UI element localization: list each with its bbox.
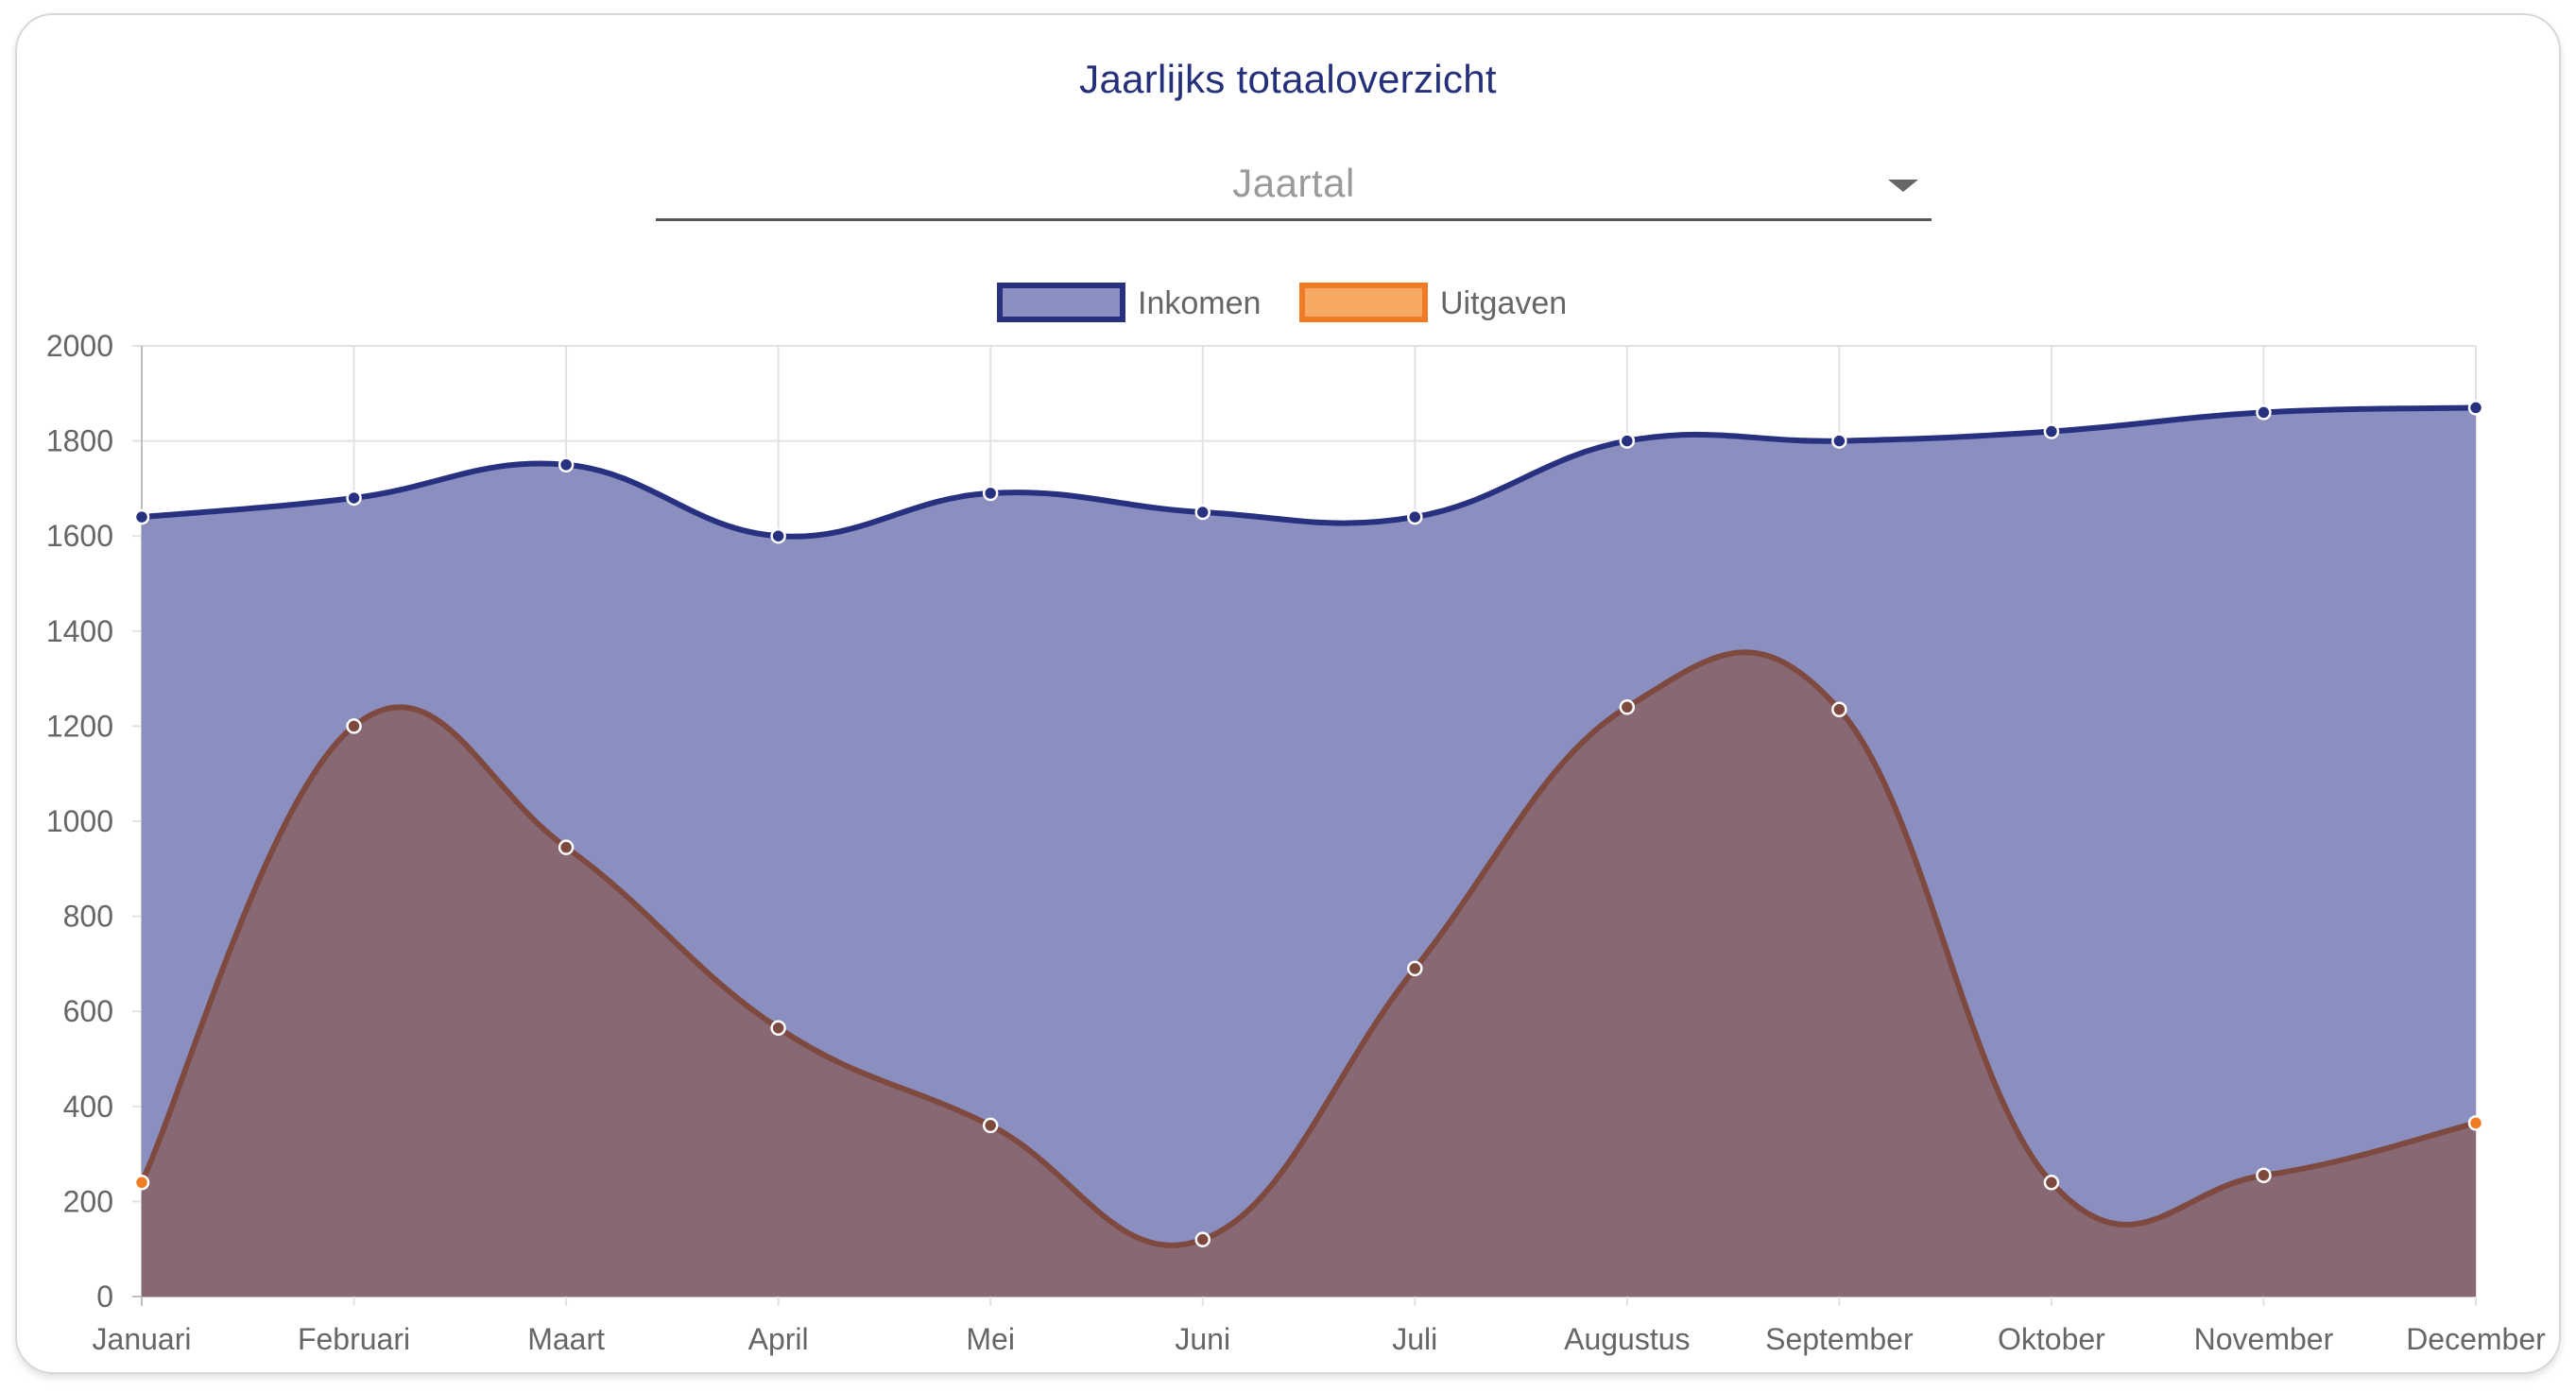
chart-areas xyxy=(142,407,2476,1297)
point-uitgaven[interactable] xyxy=(1407,960,1423,977)
y-tick-label: 1600 xyxy=(46,519,113,553)
point-uitgaven[interactable] xyxy=(558,839,575,855)
point-uitgaven[interactable] xyxy=(2467,1115,2484,1131)
x-tick-label: April xyxy=(748,1322,809,1356)
point-inkomen[interactable] xyxy=(2043,423,2060,439)
dropdown-arrow-icon[interactable] xyxy=(1888,180,1918,192)
x-tick-label: December xyxy=(2406,1322,2546,1356)
chart-legend: Inkomen Uitgaven xyxy=(997,283,1567,322)
y-tick-label: 1200 xyxy=(46,709,113,743)
chart-points xyxy=(133,400,2484,1247)
point-uitgaven[interactable] xyxy=(346,718,362,734)
y-tick-label: 1000 xyxy=(46,804,113,838)
year-select[interactable]: Jaartal xyxy=(656,147,1932,221)
point-uitgaven[interactable] xyxy=(1831,701,1847,718)
point-inkomen[interactable] xyxy=(346,490,362,507)
year-select-placeholder: Jaartal xyxy=(1232,161,1355,205)
y-tick-label: 2000 xyxy=(46,329,113,363)
y-tick-label: 0 xyxy=(96,1280,113,1314)
point-inkomen[interactable] xyxy=(1194,504,1211,521)
x-tick-label: Augustus xyxy=(1564,1322,1690,1356)
legend-label-uitgaven[interactable]: Uitgaven xyxy=(1440,285,1567,321)
x-tick-label: Februari xyxy=(298,1322,410,1356)
x-tick-label: Mei xyxy=(966,1322,1015,1356)
point-uitgaven[interactable] xyxy=(1619,699,1636,715)
point-inkomen[interactable] xyxy=(1831,433,1847,449)
legend-swatch-inkomen[interactable] xyxy=(997,283,1125,322)
y-tick-label: 1400 xyxy=(46,614,113,648)
point-uitgaven[interactable] xyxy=(133,1175,150,1191)
x-tick-label: November xyxy=(2194,1322,2334,1356)
chart-axes: 0 200 400 600 800 1000 1200 1400 1600 1800 2000 Jan… xyxy=(46,329,2546,1356)
point-inkomen[interactable] xyxy=(2467,400,2484,416)
x-tick-label: Januari xyxy=(93,1322,192,1356)
y-tick-label: 200 xyxy=(63,1184,113,1218)
line-inkomen xyxy=(141,404,2477,540)
x-tick-label: Juni xyxy=(1175,1322,1230,1356)
point-uitgaven[interactable] xyxy=(2256,1167,2272,1183)
card-title: Jaarlijks totaaloverzicht xyxy=(1079,57,1497,101)
x-tick-label: Juli xyxy=(1392,1322,1437,1356)
point-uitgaven[interactable] xyxy=(770,1020,786,1037)
point-uitgaven[interactable] xyxy=(2043,1175,2060,1191)
x-tick-label: Oktober xyxy=(1998,1322,2105,1356)
point-inkomen[interactable] xyxy=(558,456,575,473)
point-inkomen[interactable] xyxy=(770,527,786,544)
point-inkomen[interactable] xyxy=(2256,404,2272,421)
y-tick-label: 600 xyxy=(63,994,113,1028)
legend-label-inkomen[interactable]: Inkomen xyxy=(1138,285,1261,321)
legend-swatch-uitgaven[interactable] xyxy=(1299,283,1428,322)
point-inkomen[interactable] xyxy=(1407,508,1423,525)
y-tick-label: 800 xyxy=(63,900,113,934)
point-uitgaven[interactable] xyxy=(1194,1231,1211,1247)
area-uitgaven xyxy=(142,652,2476,1297)
point-inkomen[interactable] xyxy=(1619,433,1636,449)
y-tick-label: 400 xyxy=(63,1090,113,1124)
point-inkomen[interactable] xyxy=(133,508,150,525)
point-inkomen[interactable] xyxy=(982,485,999,502)
point-uitgaven[interactable] xyxy=(982,1117,999,1134)
x-tick-label: Maart xyxy=(527,1322,605,1356)
y-tick-label: 1800 xyxy=(46,424,113,458)
x-tick-label: September xyxy=(1765,1322,1914,1356)
